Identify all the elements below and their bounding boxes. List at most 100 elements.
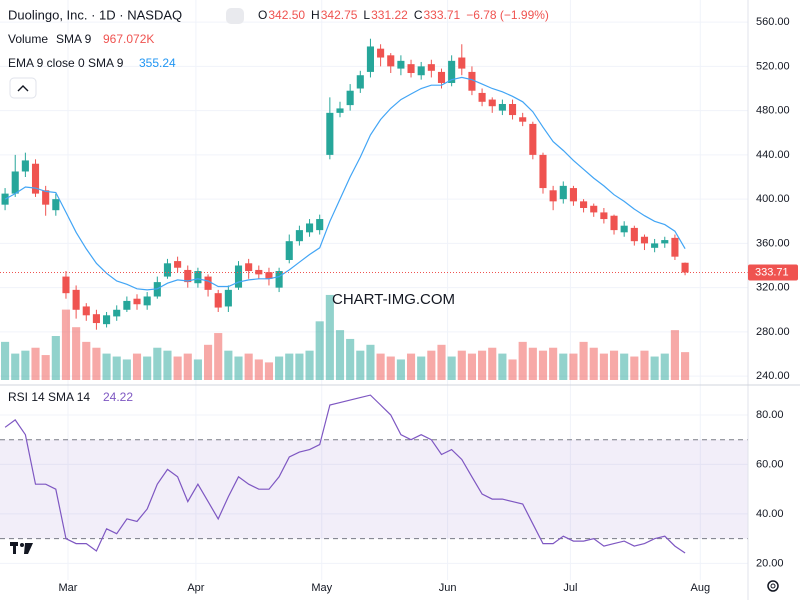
volume-bar	[122, 359, 131, 380]
volume-bar	[82, 341, 91, 380]
last-price-label: 333.71	[755, 266, 789, 278]
volume-bar	[1, 341, 10, 380]
y2-tick-label: 80.00	[756, 409, 784, 421]
candle-body	[234, 265, 243, 288]
ohlc-value: 342.75	[321, 8, 358, 22]
candle-body	[508, 103, 517, 116]
candle-body	[295, 230, 303, 242]
candle-body	[437, 71, 446, 83]
x-tick-label: Aug	[691, 582, 711, 594]
volume-bar	[447, 356, 456, 380]
volume-bar	[670, 330, 679, 380]
volume-bar	[132, 353, 142, 380]
volume-bar	[366, 344, 375, 380]
volume-bar	[275, 356, 284, 380]
candle-body	[265, 272, 273, 279]
y2-tick-label: 40.00	[756, 508, 784, 520]
ohlc-key: H	[311, 8, 320, 22]
y-tick-label: 480.00	[756, 105, 790, 117]
volume-bar	[335, 330, 345, 380]
candle-body	[336, 108, 344, 113]
candle-body	[214, 293, 222, 308]
volume-bar	[346, 338, 355, 380]
volume-bar	[41, 355, 50, 380]
volume-bar	[498, 353, 507, 380]
volume-bar	[214, 333, 223, 380]
volume-bar	[427, 350, 436, 380]
volume-bar	[508, 359, 517, 380]
candle-body	[346, 90, 354, 106]
volume-bar	[376, 353, 385, 380]
volume-bar	[569, 353, 578, 380]
candle-body	[11, 171, 19, 194]
volume-bar	[457, 350, 466, 380]
candle-body	[123, 300, 131, 310]
candle-body	[630, 227, 638, 242]
candle-body	[427, 64, 435, 71]
rsi-band	[0, 439, 748, 539]
x-tick-label: Apr	[187, 582, 204, 594]
candle-body	[82, 306, 90, 316]
volume-bar	[437, 344, 446, 380]
rsi-name: RSI 14 SMA 14	[8, 390, 90, 404]
eye-icon[interactable]	[226, 8, 244, 24]
ohlc-key: O	[258, 8, 267, 22]
volume-bar	[538, 350, 548, 380]
candle-body	[184, 269, 192, 283]
candle-body	[224, 289, 232, 307]
candle-body	[316, 219, 324, 231]
volume-bar	[356, 350, 365, 380]
candle-body	[326, 112, 334, 155]
volume-bar	[21, 350, 30, 380]
volume-bar	[315, 321, 324, 380]
y-tick-label: 280.00	[756, 326, 790, 338]
candle-body	[549, 190, 557, 202]
rsi-line	[4, 394, 686, 554]
ohlc-change: −6.78 (−1.99%)	[466, 8, 549, 22]
volume-bar	[599, 353, 608, 380]
candle-body	[620, 225, 628, 233]
volume-bar	[264, 362, 274, 380]
volume-bar	[193, 359, 202, 380]
x-tick-label: Mar	[59, 582, 78, 594]
last-price-badge	[748, 264, 798, 281]
y-tick-label: 400.00	[756, 193, 790, 205]
candle-body	[133, 298, 141, 305]
volume-bar	[143, 356, 152, 380]
candle-body	[610, 215, 618, 231]
volume-bar	[467, 353, 476, 380]
volume-bar	[173, 356, 182, 380]
candle-body	[661, 240, 669, 244]
volume-bar	[406, 353, 416, 380]
volume-bar	[51, 336, 60, 380]
candle-body	[417, 66, 425, 76]
y2-tick-label: 20.00	[756, 557, 784, 569]
candle-body	[387, 55, 395, 67]
volume-bar	[559, 353, 568, 380]
candle-body	[478, 92, 486, 102]
volume-bar	[72, 327, 81, 380]
candle-body	[651, 243, 659, 248]
candle-body	[529, 123, 537, 155]
candle-body	[356, 75, 364, 89]
plot	[0, 38, 748, 554]
candle-body	[306, 223, 314, 233]
candle-body	[113, 309, 121, 317]
volume-bar	[92, 347, 101, 380]
y-tick-label: 360.00	[756, 237, 790, 249]
candle-body	[163, 263, 172, 277]
rsi-value: 24.22	[103, 390, 133, 404]
volume-bar	[681, 352, 690, 380]
volume-bar	[31, 347, 40, 380]
candle-body	[448, 60, 456, 83]
volume-value: 967.072K	[103, 32, 154, 46]
candle-body	[377, 48, 385, 58]
settings-icon[interactable]	[767, 580, 779, 592]
candle-body	[62, 276, 70, 294]
collapse-button[interactable]	[9, 77, 37, 99]
volume-bar	[478, 350, 487, 380]
candle-body	[143, 296, 151, 306]
volume-ma: SMA 9	[56, 32, 92, 46]
